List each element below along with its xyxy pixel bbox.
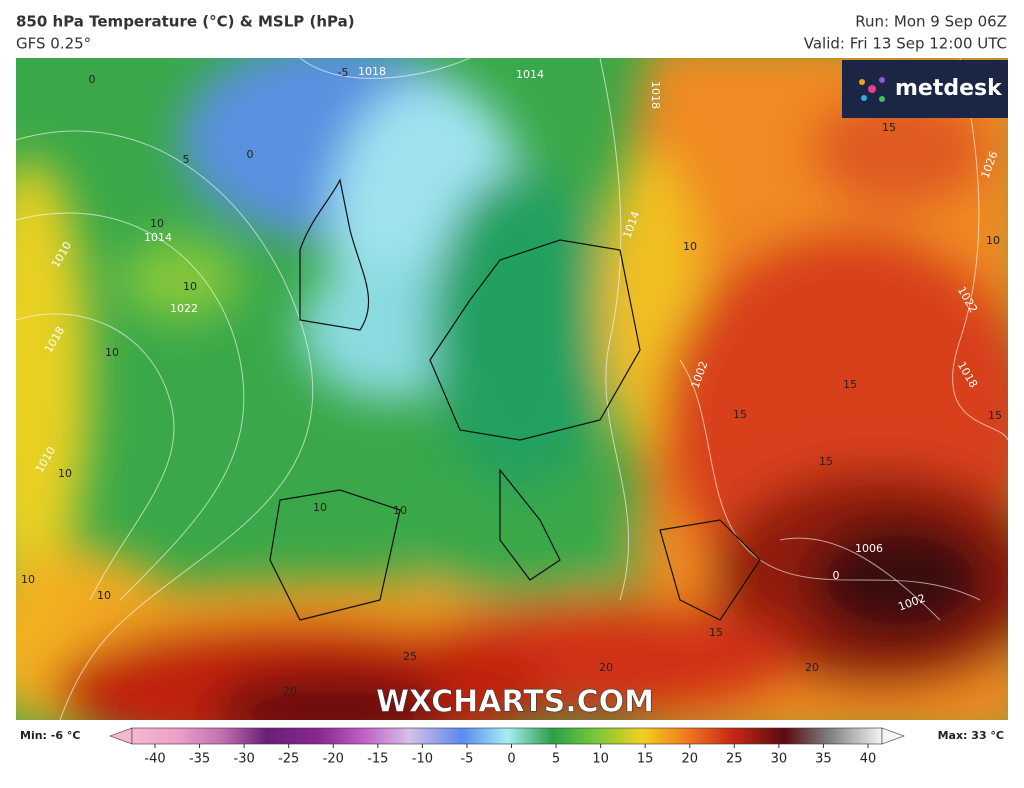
colorbar-tick-label: -35 <box>189 752 210 767</box>
colorbar-tick-label: -30 <box>234 752 255 767</box>
map-label: -5 <box>338 66 349 79</box>
brand-icon <box>859 77 885 102</box>
colorbar-tick-label: -25 <box>278 752 299 767</box>
map-label: 1006 <box>855 542 883 555</box>
map-label: 15 <box>709 626 723 639</box>
map-label: 15 <box>988 409 1002 422</box>
map-label: 20 <box>599 661 613 674</box>
colorbar-tick-label: -40 <box>144 752 165 767</box>
brand: metdesk <box>895 76 1003 101</box>
map-label: 1014 <box>144 231 172 244</box>
colorbar-tick-label: -20 <box>323 752 344 767</box>
colorbar-tick-label: 20 <box>681 752 698 767</box>
map-label: 15 <box>882 121 896 134</box>
map-label: 20 <box>805 661 819 674</box>
map-label: 10 <box>105 346 119 359</box>
map-label: 10 <box>986 234 1000 247</box>
colorbar-tick-label: 5 <box>552 752 560 767</box>
map-label: 1022 <box>170 302 198 315</box>
map-label: 5 <box>183 153 190 166</box>
colorbar-tick-label: -10 <box>412 752 433 767</box>
colorbar-tick-label: -5 <box>460 752 473 767</box>
map-label: 10 <box>58 467 72 480</box>
legend-max: Max: 33 °C <box>938 729 1004 742</box>
colorbar-tick-label: -15 <box>367 752 388 767</box>
map-label: 10 <box>150 217 164 230</box>
colorbar <box>131 727 883 745</box>
legend-min: Min: -6 °C <box>20 729 80 742</box>
map-label: 25 <box>403 650 417 663</box>
legend: Min: -6 °C Max: 33 °C -40 -35 -30 -25 -20 -15… <box>20 727 1004 767</box>
colorbar-tick-label: 15 <box>637 752 654 767</box>
map-label: 1018 <box>358 65 386 78</box>
map-label: 15 <box>819 455 833 468</box>
map-label: 10 <box>97 589 111 602</box>
valid: Valid: Fri 13 Sep 12:00 UTC <box>804 35 1007 53</box>
map-label: 0 <box>833 569 840 582</box>
map-label: 20 <box>283 685 297 698</box>
map-label: 15 <box>733 408 747 421</box>
map-label: 1018 <box>649 81 662 109</box>
colorbar-tick-label: 10 <box>592 752 609 767</box>
colorbar-arrow <box>881 727 905 745</box>
watermark: WXCHARTS.COM <box>376 685 654 720</box>
subtitle: GFS 0.25° <box>16 35 91 53</box>
colorbar-tick-label: 0 <box>507 752 515 767</box>
map-label: 15 <box>843 378 857 391</box>
map: WXCHARTS.COM <box>16 58 1008 720</box>
map-label: 1014 <box>516 68 544 81</box>
colorbar-tick-label: 35 <box>815 752 832 767</box>
map-label: 10 <box>393 504 407 517</box>
map-label: 10 <box>21 573 35 586</box>
title: 850 hPa Temperature (°C) & MSLP (hPa) <box>16 13 355 31</box>
colorbar-tick-label: 30 <box>771 752 788 767</box>
map-label: 10 <box>683 240 697 253</box>
map-label: 0 <box>89 73 96 86</box>
map-label: 0 <box>247 148 254 161</box>
colorbar-tick-label: 40 <box>860 752 877 767</box>
map-label: 10 <box>313 501 327 514</box>
colorbar-arrow <box>109 727 133 745</box>
run: Run: Mon 9 Sep 06Z <box>855 13 1007 31</box>
map-label: 10 <box>183 280 197 293</box>
colorbar-tick-label: 25 <box>726 752 743 767</box>
